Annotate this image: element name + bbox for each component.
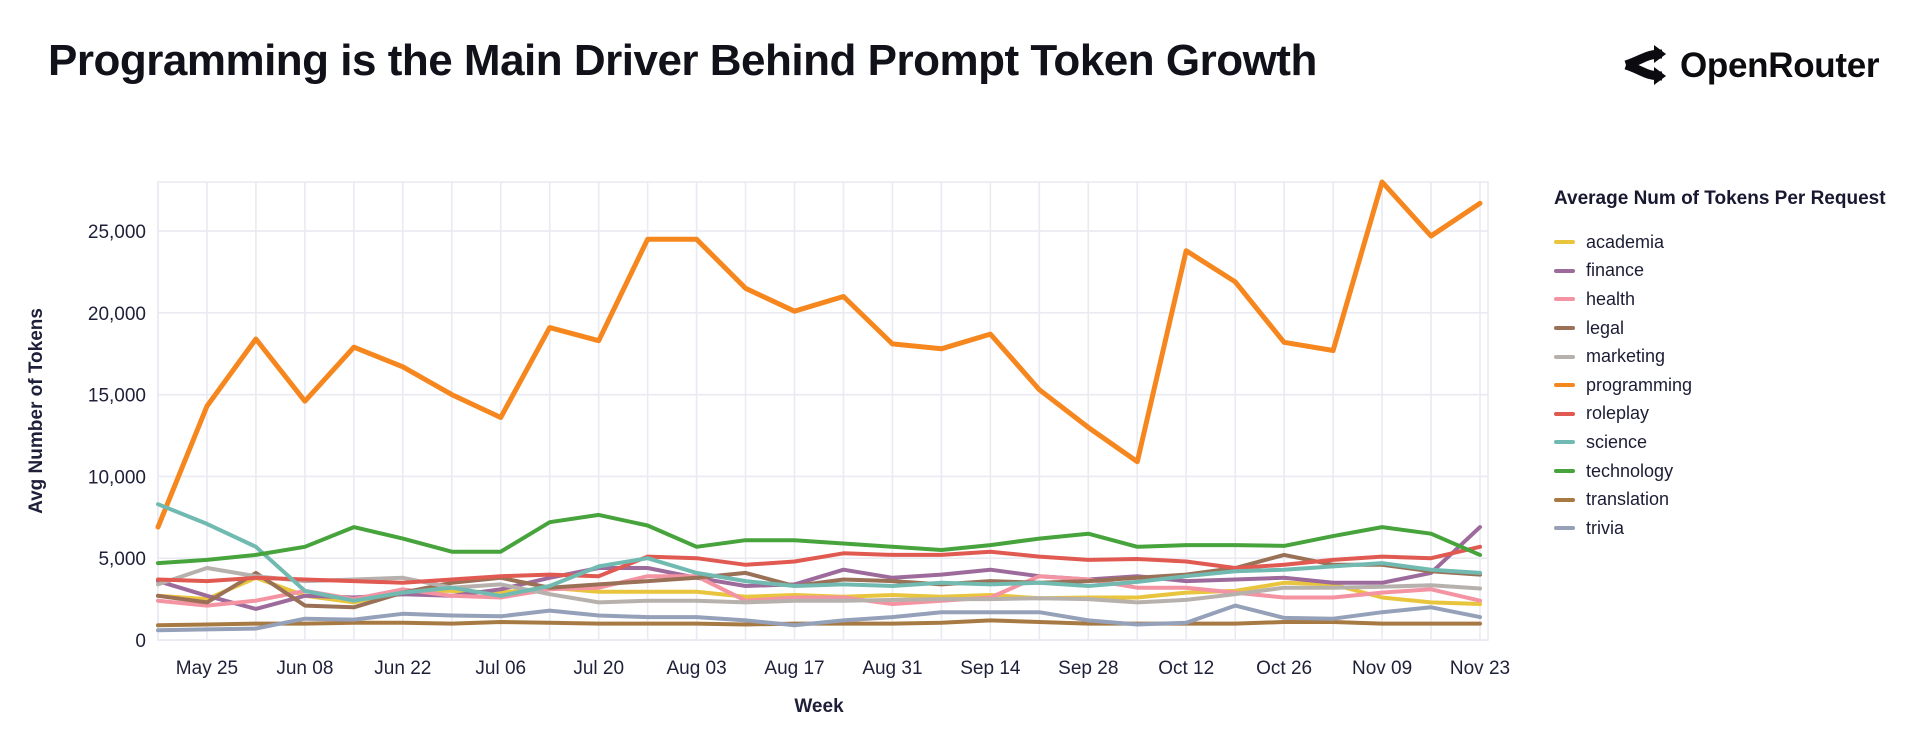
brand-name: OpenRouter: [1680, 46, 1880, 85]
legend-swatch-health: [1554, 297, 1575, 302]
legend-label: roleplay: [1586, 403, 1650, 424]
legend-label: marketing: [1586, 346, 1666, 367]
brand-lockup: OpenRouter: [1616, 44, 1880, 88]
legend-label: science: [1586, 431, 1648, 452]
legend-label: legal: [1586, 317, 1625, 338]
legend-swatch-translation: [1554, 497, 1575, 502]
series-line-science[interactable]: [156, 502, 1482, 603]
legend-item-technology[interactable]: technology: [1554, 457, 1924, 486]
legend-swatch-science: [1554, 440, 1575, 445]
x-tick-label: Jun 22: [374, 658, 431, 679]
chart-canvas: 0 5,000 10,000 15,000 20,000 25,000 May 25 Jun …: [26, 179, 1510, 717]
legend-item-science[interactable]: science: [1554, 428, 1924, 457]
x-tick-label: Sep 14: [960, 658, 1021, 679]
x-tick-label: Sep 28: [1058, 658, 1118, 679]
legend-item-roleplay[interactable]: roleplay: [1554, 400, 1924, 429]
legend-label: technology: [1586, 460, 1674, 481]
x-tick-label: Aug 31: [862, 658, 922, 679]
y-axis-title: Avg Number of Tokens: [26, 308, 47, 514]
legend-label: academia: [1586, 231, 1665, 252]
legend-swatch-finance: [1554, 268, 1575, 273]
series-line-trivia[interactable]: [156, 603, 1482, 633]
x-tick-label: Jul 06: [475, 658, 526, 679]
x-tick-label: Oct 26: [1256, 658, 1312, 679]
openrouter-logo-icon: [1616, 44, 1666, 88]
legend-swatch-technology: [1554, 469, 1575, 474]
x-tick-label: Aug 03: [666, 658, 726, 679]
series-line-legal[interactable]: [156, 552, 1482, 610]
legend-title: Average Num of Tokens Per Request: [1554, 188, 1886, 209]
line-chart: 0 5,000 10,000 15,000 20,000 25,000 May 25 Jun …: [0, 130, 1550, 732]
legend-label: programming: [1586, 374, 1693, 395]
x-axis-title: Week: [794, 696, 844, 717]
legend-item-finance[interactable]: finance: [1554, 257, 1924, 286]
page-title: Programming is the Main Driver Behind Pr…: [48, 36, 1317, 85]
series-line-health[interactable]: [156, 574, 1482, 608]
y-tick-label: 15,000: [88, 386, 146, 407]
chart-legend: Average Num of Tokens Per Request academ…: [1554, 188, 1924, 543]
legend-label: trivia: [1586, 517, 1625, 538]
y-tick-label: 25,000: [88, 222, 146, 243]
series-line-technology[interactable]: [156, 512, 1482, 566]
y-tick-label: 20,000: [88, 304, 146, 325]
legend-item-programming[interactable]: programming: [1554, 371, 1924, 400]
x-tick-label: Aug 17: [764, 658, 824, 679]
legend-swatch-legal: [1554, 326, 1575, 331]
series-line-programming[interactable]: [155, 179, 1483, 530]
x-tick-label: May 25: [176, 658, 238, 679]
legend-swatch-trivia: [1554, 526, 1575, 531]
legend-swatch-academia: [1554, 240, 1575, 245]
legend-swatch-roleplay: [1554, 411, 1575, 416]
x-tick-label: Nov 23: [1450, 658, 1510, 679]
x-tick-label: Oct 12: [1158, 658, 1214, 679]
legend-item-legal[interactable]: legal: [1554, 314, 1924, 343]
legend-item-trivia[interactable]: trivia: [1554, 514, 1924, 543]
series-line-roleplay[interactable]: [156, 544, 1482, 585]
y-tick-label: 0: [135, 631, 146, 652]
legend-swatch-marketing: [1554, 354, 1575, 359]
legend-swatch-programming: [1554, 383, 1575, 388]
x-tick-label: Nov 09: [1352, 658, 1412, 679]
x-tick-label: Jun 08: [276, 658, 333, 679]
legend-item-list: academia finance health legal marketing progr…: [1554, 228, 1924, 543]
legend-label: health: [1586, 288, 1636, 309]
series-line-marketing[interactable]: [156, 566, 1482, 605]
y-tick-label: 10,000: [88, 467, 146, 488]
legend-item-marketing[interactable]: marketing: [1554, 342, 1924, 371]
x-tick-label: Jul 20: [573, 658, 624, 679]
plot-border: [157, 181, 1489, 641]
legend-label: finance: [1586, 260, 1645, 281]
legend-item-academia[interactable]: academia: [1554, 228, 1924, 257]
legend-item-health[interactable]: health: [1554, 285, 1924, 314]
legend-label: translation: [1586, 489, 1670, 510]
y-tick-label: 5,000: [98, 549, 146, 570]
legend-item-translation[interactable]: translation: [1554, 485, 1924, 514]
